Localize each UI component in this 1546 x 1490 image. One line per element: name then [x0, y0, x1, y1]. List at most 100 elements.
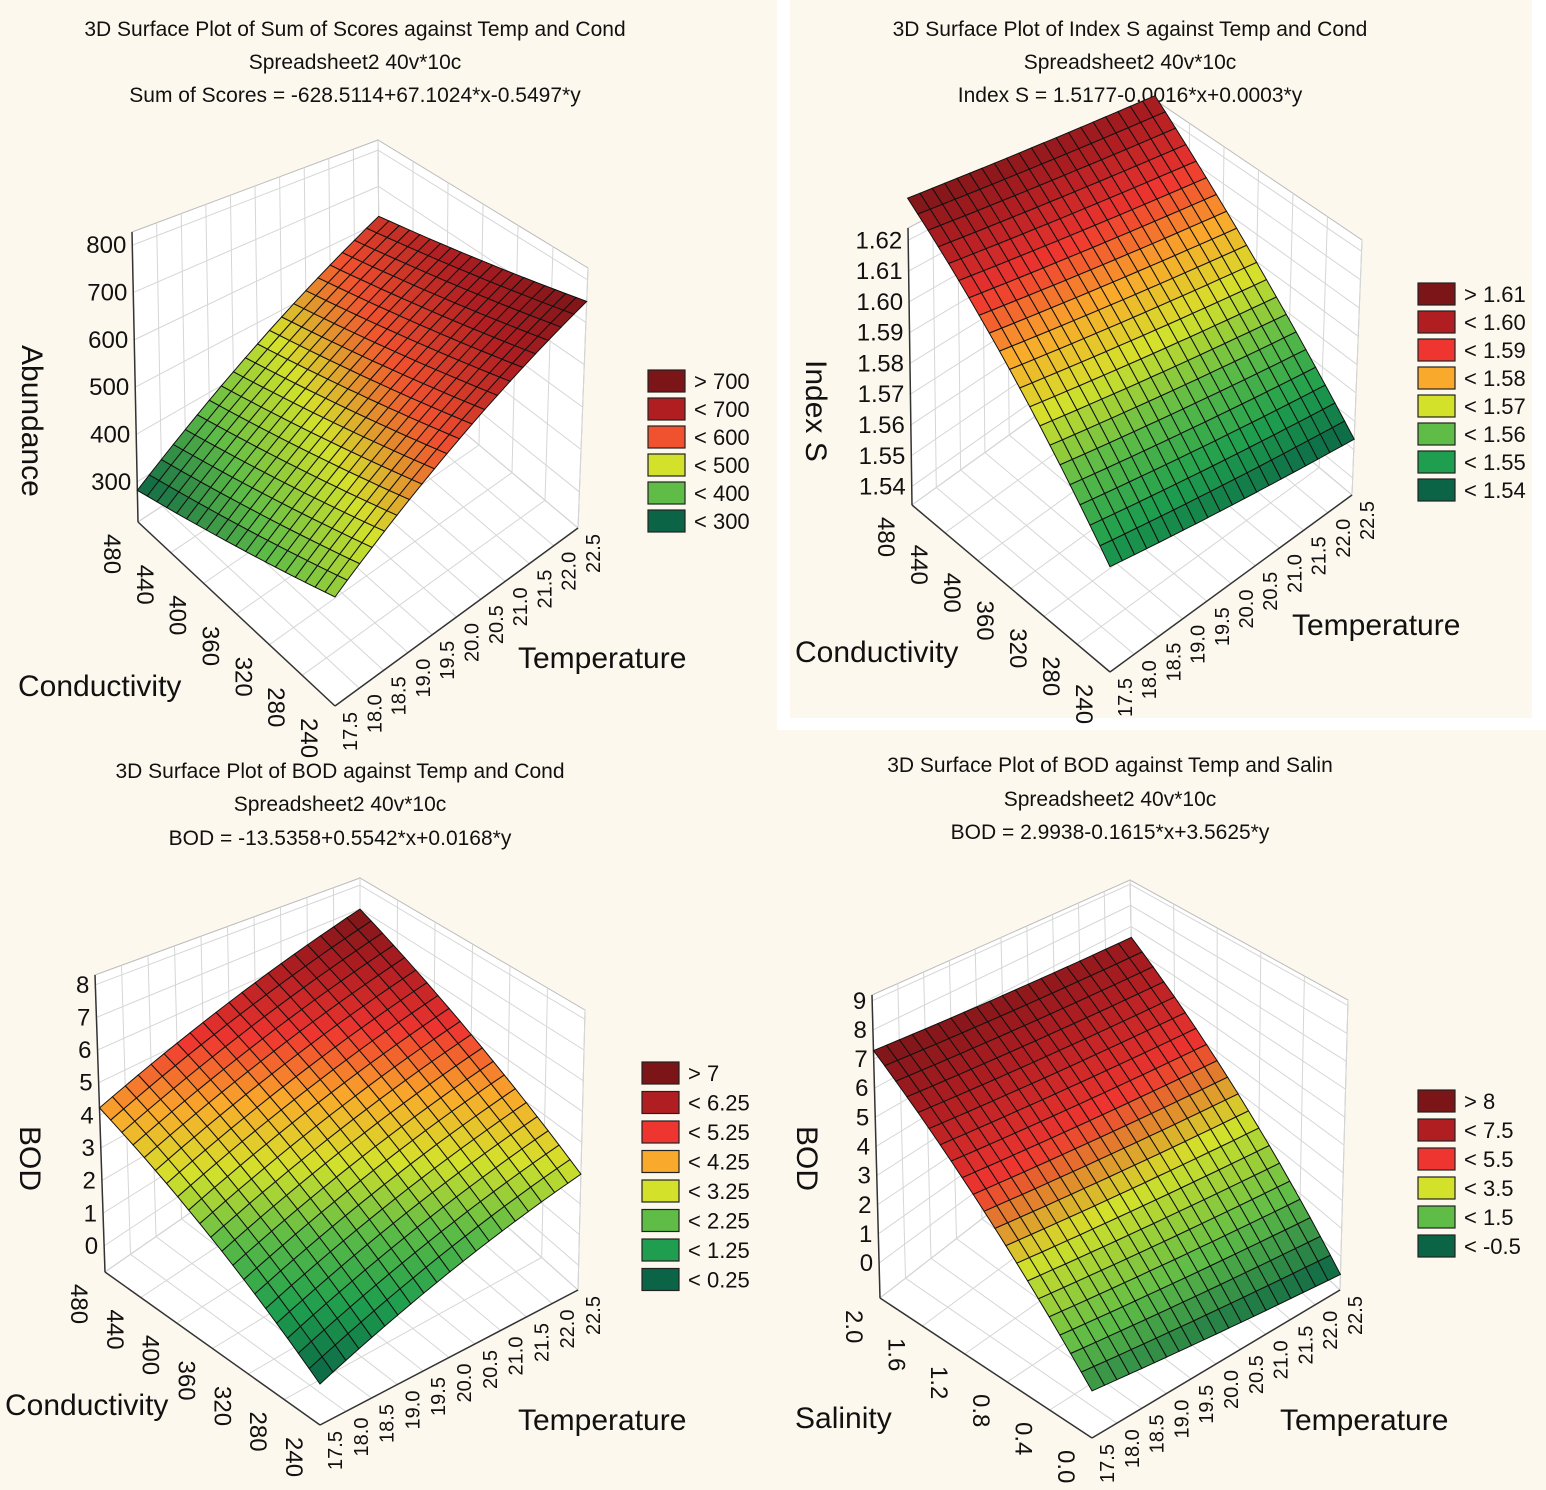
x-tick-label: 20.5 — [480, 1350, 502, 1389]
z-tick-label: 9 — [853, 988, 866, 1015]
y-tick-label: 480 — [98, 534, 125, 574]
x-tick-label: 22.0 — [559, 552, 581, 591]
x-tick-label: 17.5 — [1115, 678, 1137, 717]
gridline — [95, 884, 361, 986]
y-axis-line — [104, 1271, 321, 1426]
legend-label: < 2.25 — [688, 1209, 750, 1234]
x-tick-label: 17.5 — [1097, 1444, 1119, 1483]
x-tick-label: 18.5 — [389, 676, 411, 715]
x-axis-label: Temperature — [518, 642, 686, 675]
gridline — [377, 149, 588, 281]
chart-title: 3D Surface Plot of BOD against Temp and … — [115, 760, 564, 783]
legend-label: < -0.5 — [1464, 1234, 1521, 1259]
gridline — [359, 908, 585, 1051]
gridline — [541, 987, 548, 1258]
x-axis-line — [1091, 1289, 1341, 1439]
x-tick-label: 22.5 — [1345, 1296, 1367, 1335]
x-tick-label: 17.5 — [325, 1431, 347, 1470]
gridline — [1154, 109, 1362, 252]
chart-panel-bod-cond: 3D Surface Plot of BOD against Temp and … — [5, 760, 750, 1477]
legend-swatch — [647, 453, 686, 477]
y-tick-label: 400 — [164, 595, 191, 635]
x-axis-label: Temperature — [1292, 609, 1460, 642]
legend-swatch — [647, 481, 686, 505]
legend-swatch — [1417, 282, 1456, 306]
z-tick-label: 1.54 — [859, 474, 906, 501]
gridline — [871, 883, 1131, 1002]
y-tick-label: 240 — [1070, 684, 1097, 724]
legend-label: > 700 — [694, 369, 750, 394]
y-tick-label: 1.2 — [925, 1366, 952, 1399]
z-axis-label: BOD — [13, 1126, 46, 1191]
y-tick-label: 320 — [1004, 628, 1031, 668]
chart-subtitle: Spreadsheet2 40v*10c — [234, 793, 447, 816]
legend-swatch — [647, 397, 686, 421]
y-tick-label: 280 — [1037, 656, 1064, 696]
z-tick-label: 1 — [84, 1200, 97, 1227]
y-tick-label: 480 — [872, 517, 899, 557]
x-tick-label: 18.0 — [351, 1418, 373, 1457]
y-axis-line — [911, 504, 1111, 673]
x-tick-label: 21.5 — [1309, 536, 1331, 575]
z-axis-label: Index S — [799, 360, 832, 462]
legend-swatch — [641, 1208, 680, 1233]
z-tick-label: 1.58 — [857, 350, 904, 377]
x-tick-label: 20.5 — [1246, 1355, 1268, 1394]
z-tick-label: 1.55 — [859, 443, 906, 470]
legend-label: < 6.25 — [688, 1091, 750, 1116]
legend-swatch — [641, 1179, 680, 1203]
gridline — [269, 472, 513, 646]
legend-swatch — [641, 1238, 680, 1262]
legend-label: > 7 — [688, 1061, 719, 1086]
z-axis-label: BOD — [790, 1126, 823, 1191]
legend-swatch — [641, 1149, 680, 1174]
y-tick-label: 0.8 — [967, 1394, 994, 1427]
legend-label: < 3.25 — [688, 1179, 750, 1204]
x-axis-line — [319, 1289, 579, 1426]
gridline — [156, 222, 163, 507]
surface-cell — [308, 1356, 334, 1385]
z-axis-label: Abundance — [15, 345, 48, 497]
z-tick-label: 1.57 — [858, 381, 905, 408]
x-tick-label: 18.0 — [364, 694, 386, 733]
panel-separator-right — [1532, 0, 1546, 722]
legend-label: < 1.25 — [688, 1238, 750, 1263]
y-tick-label: 320 — [208, 1386, 235, 1426]
x-tick-label: 20.5 — [486, 605, 508, 644]
legend-label: < 7.5 — [1464, 1118, 1514, 1143]
y-tick-label: 320 — [229, 657, 256, 697]
legend-label: > 1.61 — [1464, 282, 1526, 307]
x-tick-label: 21.5 — [1295, 1326, 1317, 1365]
x-tick-label: 18.0 — [1139, 660, 1161, 699]
z-tick-label: 800 — [86, 232, 126, 259]
y-tick-label: 360 — [971, 601, 998, 641]
z-tick-label: 2 — [83, 1168, 96, 1195]
z-tick-label: 1.60 — [856, 289, 903, 316]
gridline — [96, 908, 361, 1018]
z-tick-label: 600 — [88, 327, 128, 354]
z-tick-label: 7 — [77, 1004, 90, 1031]
legend-label: < 1.59 — [1464, 338, 1526, 363]
legend-label: < 600 — [694, 425, 750, 450]
legend-label: < 400 — [694, 481, 750, 506]
y-tick-label: 360 — [173, 1361, 200, 1401]
z-tick-label: 7 — [854, 1046, 867, 1073]
y-tick-label: 280 — [244, 1412, 271, 1452]
z-tick-label: 300 — [91, 469, 131, 496]
x-tick-label: 21.0 — [510, 587, 532, 626]
gridline — [1130, 904, 1348, 1034]
chart-equation: Index S = 1.5177-0.0016*x+0.0003*y — [958, 84, 1303, 107]
legend-label: < 1.54 — [1464, 478, 1526, 503]
z-axis-line — [871, 994, 881, 1299]
z-tick-label: 6 — [855, 1075, 868, 1102]
y-tick-label: 1.6 — [882, 1338, 909, 1371]
chart-title: 3D Surface Plot of BOD against Temp and … — [887, 754, 1333, 777]
surface-cell — [1099, 539, 1123, 568]
legend-label: < 1.56 — [1464, 422, 1526, 447]
z-tick-label: 3 — [857, 1163, 870, 1190]
gridline — [359, 884, 586, 1020]
x-tick-label: 20.0 — [454, 1364, 476, 1403]
z-tick-label: 6 — [78, 1037, 91, 1064]
x-tick-label: 19.0 — [413, 659, 435, 698]
